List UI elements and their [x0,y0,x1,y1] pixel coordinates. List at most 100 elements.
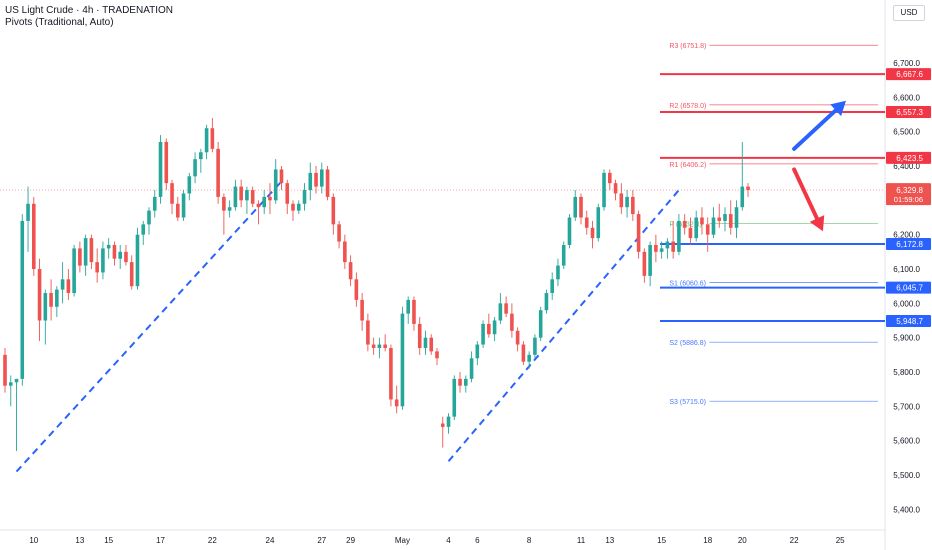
x-tick-label: 13 [75,536,84,545]
candle-body [233,186,238,208]
candle [515,327,520,352]
candle [141,220,146,245]
candle [487,313,491,338]
candle-body [8,382,13,386]
current-price-box [886,183,931,206]
candle-body [642,251,647,276]
candle-body [728,214,733,228]
candle-body [118,251,122,259]
candle [158,135,163,204]
candle-body [366,320,370,345]
y-tick-label: 6,400.0 [893,162,920,171]
candle-body [700,217,704,225]
candle [469,351,474,383]
candle [504,296,508,318]
candle-body [279,169,284,184]
candle [446,413,451,434]
up-arrow-head [830,100,846,117]
candle-body [740,186,745,208]
trendline [15,180,283,473]
candle-body [671,241,675,252]
candle-body [665,241,670,249]
price-label-box [886,151,931,164]
candle [135,227,140,290]
x-tick-label: 13 [605,536,614,545]
candle [510,303,514,338]
candle-body [682,220,687,228]
candle-body [354,279,359,300]
candle [314,166,318,194]
candle-body [734,207,739,228]
y-tick-label: 6,500.0 [893,128,920,137]
candle-body [383,344,387,348]
candle [631,190,635,221]
candle-body [325,169,330,197]
candle [331,193,336,235]
candle [423,330,428,355]
y-tick-label: 6,200.0 [893,231,920,240]
candle [72,244,76,297]
candle [296,200,301,215]
candle-body [164,141,169,184]
candle [705,217,710,252]
candle [308,162,313,201]
candle [383,334,387,352]
candle-body [239,186,243,201]
x-tick-label: 24 [266,536,275,545]
x-tick-label: 4 [446,536,451,545]
candle [700,207,704,235]
candle-body [423,337,428,348]
y-tick-label: 5,900.0 [893,334,920,343]
candle [394,385,399,414]
price-label-box [886,68,931,81]
y-tick-label: 6,600.0 [893,93,920,102]
currency-button[interactable]: USD [893,5,925,21]
candle [101,241,105,280]
candle-body [694,217,698,239]
candle-body [469,358,474,379]
candle [193,152,197,184]
x-tick-label: 22 [790,536,799,545]
candle-body [544,293,549,311]
candle [648,241,652,287]
candle [412,296,416,331]
candle [147,207,151,235]
x-tick-label: 22 [208,536,217,545]
candle [95,248,99,283]
x-tick-label: 10 [29,536,38,545]
candle [199,148,203,173]
candle-body [43,293,48,321]
candle-body [78,248,82,266]
candle [32,196,36,276]
candle-body [222,196,226,211]
candle-body [389,347,393,400]
candle-body [245,190,249,201]
candle-body [66,279,71,294]
x-tick-label: 25 [836,536,845,545]
candle-body [308,172,313,191]
candle-body [579,196,583,218]
candle-body [538,310,543,338]
candle-body [199,152,203,160]
candle-body [510,313,514,331]
y-tick-label: 5,800.0 [893,368,920,377]
candle-body [101,248,105,273]
candle [268,183,272,215]
candle-body [406,299,410,314]
candle [343,234,347,269]
price-label-box [886,238,931,251]
candle [129,255,134,290]
candle [723,207,727,232]
level-price-label: 6,045.7 [896,284,923,293]
x-tick-label: 6 [475,536,480,545]
bar-countdown-label: 01:59:06 [894,195,923,204]
candle-body [596,207,601,239]
candle-body [659,248,664,252]
candle-body [556,265,560,280]
x-tick-label: May [395,536,410,545]
x-tick-label: 15 [657,536,666,545]
candle-body [475,344,480,359]
price-label-box [886,314,931,327]
candle [66,269,71,300]
